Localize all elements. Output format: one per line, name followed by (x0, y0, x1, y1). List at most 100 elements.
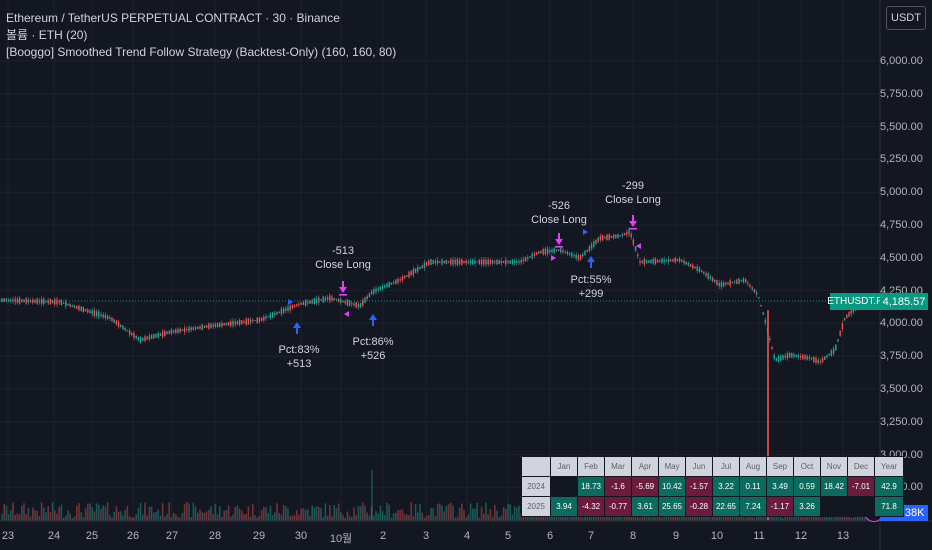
table-header-cell: Feb (577, 456, 605, 477)
time-axis-label: 7 (587, 530, 595, 542)
trade2-exit-text: Close Long (531, 214, 587, 226)
table-cell: 3.22 (712, 476, 740, 497)
time-axis-label: 10 (710, 530, 724, 542)
time-axis-label: 10월 (329, 533, 353, 545)
table-cell: 0.59 (793, 476, 821, 497)
table-cell: 3.49 (766, 476, 794, 497)
price-axis-label: 3,250.00 (880, 415, 923, 428)
time-axis-label: 6 (546, 530, 554, 542)
table-header-cell: Apr (631, 456, 659, 477)
table-cell (550, 476, 578, 497)
table-header-cell: Dec (847, 456, 875, 477)
trade1-entry-label: Pct:83% +513 (279, 343, 320, 371)
table-cell: 42.9 (874, 476, 904, 497)
table-row: 2024 18.73 -1.6 -5.69 10.42 -1.57 3.22 0.11 3.49… (521, 476, 904, 497)
price-axis-label: 5,500.00 (880, 120, 923, 133)
table-cell: 3.94 (550, 496, 578, 517)
trade1-entry-pnl: +513 (286, 358, 312, 370)
table-year-cell: 2024 (521, 476, 551, 497)
trade3-entry-label: Pct:55% +299 (571, 273, 612, 301)
trade1-exit-pnl: -513 (331, 245, 355, 257)
trade1-exit-text: Close Long (315, 259, 371, 271)
table-cell: 18.42 (820, 476, 848, 497)
time-axis-label: 4 (463, 530, 471, 542)
table-header-cell: Jan (550, 456, 578, 477)
time-axis-label: 28 (208, 530, 222, 542)
time-axis-label: 26 (126, 530, 140, 542)
time-axis-label: 13 (836, 530, 850, 542)
symbol-tag: ETHUSDT.P (827, 293, 883, 310)
table-cell: -1.17 (766, 496, 794, 517)
table-cell: -0.28 (685, 496, 713, 517)
table-header-cell: Year (874, 456, 904, 477)
trade2-entry-pnl: +526 (360, 350, 386, 362)
price-axis-label: 4,500.00 (880, 251, 923, 264)
table-cell: -5.69 (631, 476, 659, 497)
time-axis-label: 8 (629, 530, 637, 542)
last-price-tag: 4,185.57 (880, 293, 928, 310)
price-axis-label: 4,000.00 (880, 317, 923, 330)
table-cell: 10.42 (658, 476, 686, 497)
time-axis-label: 23 (1, 530, 15, 542)
time-axis-label: 30 (294, 530, 308, 542)
symbol-legend[interactable]: Ethereum / TetherUS PERPETUAL CONTRACT ·… (6, 11, 340, 25)
time-axis-label: 2 (379, 530, 387, 542)
table-header-cell: Jun (685, 456, 713, 477)
table-row: 2025 3.94 -4.32 -0.77 3.61 25.65 -0.28 22.65 7.2… (521, 496, 904, 517)
trade3-entry-pct: Pct:55% (570, 274, 612, 286)
table-cell: 25.65 (658, 496, 686, 517)
table-header-cell: Oct (793, 456, 821, 477)
price-axis-label: 6,000.00 (880, 55, 923, 67)
time-axis-label: 11 (753, 530, 765, 542)
price-axis-label: 3,750.00 (880, 350, 923, 363)
table-header-cell: Jul (712, 456, 740, 477)
table-cell: -4.32 (577, 496, 605, 517)
strategy-legend[interactable]: [Booggo] Smoothed Trend Follow Strategy … (6, 45, 397, 59)
table-header-cell (521, 456, 551, 477)
time-axis-label: 3 (422, 530, 430, 542)
table-cell (847, 496, 875, 517)
price-axis-label: 5,250.00 (880, 153, 923, 166)
trade2-entry-pct: Pct:86% (352, 336, 394, 348)
table-header-cell: Mar (604, 456, 632, 477)
monthly-performance-table: Jan Feb Mar Apr May Jun Jul Aug Sep Oct Nov Dec Year… (521, 456, 904, 517)
trade1-entry-pct: Pct:83% (278, 344, 320, 356)
currency-button[interactable]: USDT (886, 6, 926, 30)
time-axis-label: 25 (85, 530, 99, 542)
table-cell: 3.26 (793, 496, 821, 517)
time-axis-label: 29 (252, 530, 266, 542)
trade3-entry-pnl: +299 (578, 288, 604, 300)
table-cell (820, 496, 848, 517)
time-axis-label: 27 (165, 530, 179, 542)
time-axis-label: 5 (504, 530, 512, 542)
trade1-exit-label: -513 Close Long (315, 244, 371, 272)
chart-legend: Ethereum / TetherUS PERPETUAL CONTRACT ·… (6, 10, 396, 61)
trade2-exit-label: -526 Close Long (531, 199, 587, 227)
time-axis-label: 24 (47, 530, 61, 542)
table-cell: 7.24 (739, 496, 767, 517)
table-cell: 22.65 (712, 496, 740, 517)
price-axis-label: 3,500.00 (880, 383, 923, 395)
table-cell: -1.57 (685, 476, 713, 497)
table-header-cell: Sep (766, 456, 794, 477)
table-header-cell: Nov (820, 456, 848, 477)
price-axis-label: 4,750.00 (880, 219, 923, 231)
table-cell: -7.01 (847, 476, 875, 497)
volume-legend[interactable]: 볼륨 · ETH (20) (6, 28, 88, 42)
table-cell: 0.11 (739, 476, 767, 497)
table-header-cell: Aug (739, 456, 767, 477)
trade3-exit-text: Close Long (605, 194, 661, 206)
table-cell: -0.77 (604, 496, 632, 517)
table-cell: 18.73 (577, 476, 605, 497)
table-year-cell: 2025 (521, 496, 551, 517)
time-axis-label: 12 (794, 530, 808, 542)
time-axis-label: 9 (672, 530, 680, 542)
table-cell: 71.8 (874, 496, 904, 517)
trade3-exit-pnl: -299 (621, 180, 645, 192)
trade3-exit-label: -299 Close Long (605, 179, 661, 207)
table-cell: 3.61 (631, 496, 659, 517)
price-axis-label: 5,000.00 (880, 186, 923, 199)
trade2-exit-pnl: -526 (547, 200, 571, 212)
trade2-entry-label: Pct:86% +526 (353, 335, 394, 363)
table-header-cell: May (658, 456, 686, 477)
